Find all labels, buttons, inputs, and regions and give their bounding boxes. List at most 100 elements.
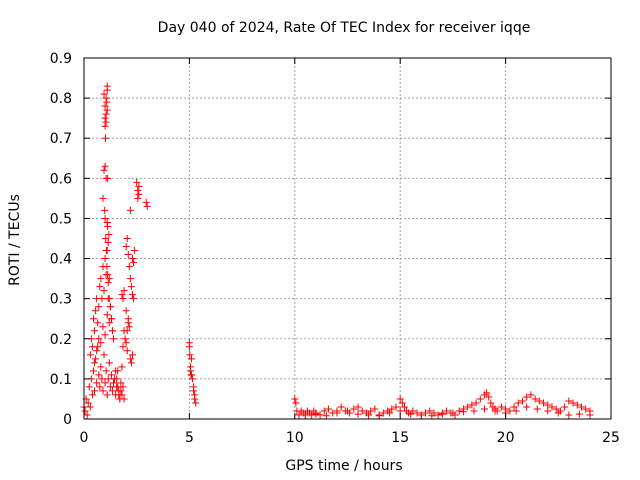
data-point <box>443 407 451 415</box>
data-point <box>552 405 560 413</box>
data-point <box>130 259 138 267</box>
data-point <box>95 335 103 343</box>
data-point <box>565 397 573 405</box>
y-tick-label: 0.6 <box>50 171 72 187</box>
data-point <box>586 411 594 419</box>
data-point <box>189 375 197 383</box>
data-point <box>481 405 489 413</box>
grid-lines <box>84 58 611 419</box>
data-point <box>86 351 94 359</box>
data-point <box>142 198 150 206</box>
data-point <box>104 375 112 383</box>
data-point <box>125 323 133 331</box>
data-point <box>367 407 375 415</box>
data-point <box>554 409 562 417</box>
data-point <box>84 399 92 407</box>
data-point <box>548 403 556 411</box>
data-point <box>337 403 345 411</box>
data-point <box>121 335 129 343</box>
data-point <box>120 287 128 295</box>
data-point <box>105 295 113 303</box>
data-point <box>123 327 131 335</box>
data-point <box>97 275 105 283</box>
y-tick-label: 0.2 <box>50 332 72 348</box>
data-point <box>354 410 362 418</box>
data-point <box>102 110 110 118</box>
data-point <box>322 412 330 420</box>
data-point <box>472 399 480 407</box>
data-point <box>514 399 522 407</box>
y-tick-label: 0.7 <box>50 131 72 147</box>
data-point <box>131 247 139 255</box>
y-tick-label: 0.4 <box>50 252 72 268</box>
data-point <box>135 182 143 190</box>
data-point <box>89 315 97 323</box>
data-point <box>523 393 531 401</box>
data-point <box>126 275 134 283</box>
data-point <box>188 355 196 363</box>
data-point <box>128 351 136 359</box>
data-point <box>99 387 107 395</box>
data-point <box>99 194 107 202</box>
data-point <box>449 409 457 417</box>
data-point <box>108 327 116 335</box>
data-point <box>101 162 109 170</box>
data-point <box>185 339 193 347</box>
data-point <box>487 399 495 407</box>
data-point <box>476 395 484 403</box>
data-point <box>569 399 577 407</box>
data-point <box>103 391 111 399</box>
data-point <box>119 295 127 303</box>
data-point <box>102 134 110 142</box>
data-point <box>413 409 421 417</box>
data-point <box>123 235 131 242</box>
data-point <box>99 323 107 331</box>
data-point <box>527 391 535 399</box>
data-point <box>426 407 434 415</box>
data-point <box>407 410 415 418</box>
data-point <box>101 214 109 222</box>
data-point <box>134 186 142 194</box>
y-axis-label: ROTI / TECUs <box>7 194 23 286</box>
data-point <box>103 263 111 271</box>
data-point <box>108 387 116 395</box>
data-point <box>291 395 299 403</box>
axis-ticks: 0 0.1 0.2 0.3 0.4 0.5 0.6 0.7 0.8 0.9 0 5 10 15 20 25 <box>50 51 620 446</box>
data-point <box>470 407 478 415</box>
data-point <box>110 379 118 387</box>
data-point <box>455 407 463 415</box>
data-point <box>350 405 358 413</box>
data-point <box>518 397 526 405</box>
data-point <box>134 194 142 202</box>
data-point <box>523 403 531 411</box>
data-point <box>101 102 109 110</box>
data-point <box>102 367 110 375</box>
data-point <box>112 367 120 375</box>
data-point <box>358 407 366 415</box>
data-point <box>119 343 127 351</box>
data-point <box>102 94 110 102</box>
data-point <box>101 206 109 214</box>
data-point <box>105 319 113 327</box>
y-tick-label: 0.1 <box>50 372 72 388</box>
data-point <box>565 411 573 419</box>
data-point <box>94 319 102 327</box>
data-point <box>421 409 429 417</box>
y-tick-label: 0 <box>63 412 72 428</box>
data-point <box>95 371 103 379</box>
data-point <box>88 391 96 399</box>
data-point <box>106 303 114 311</box>
data-point <box>91 327 99 335</box>
data-point <box>100 287 108 295</box>
data-point <box>92 307 100 315</box>
data-point <box>535 397 543 405</box>
data-point <box>133 178 141 186</box>
data-point <box>128 255 136 263</box>
data-point <box>127 359 135 367</box>
data-point <box>398 399 406 407</box>
data-point <box>316 411 324 419</box>
data-point <box>110 335 118 343</box>
data-point <box>126 355 134 363</box>
data-point <box>122 243 130 251</box>
